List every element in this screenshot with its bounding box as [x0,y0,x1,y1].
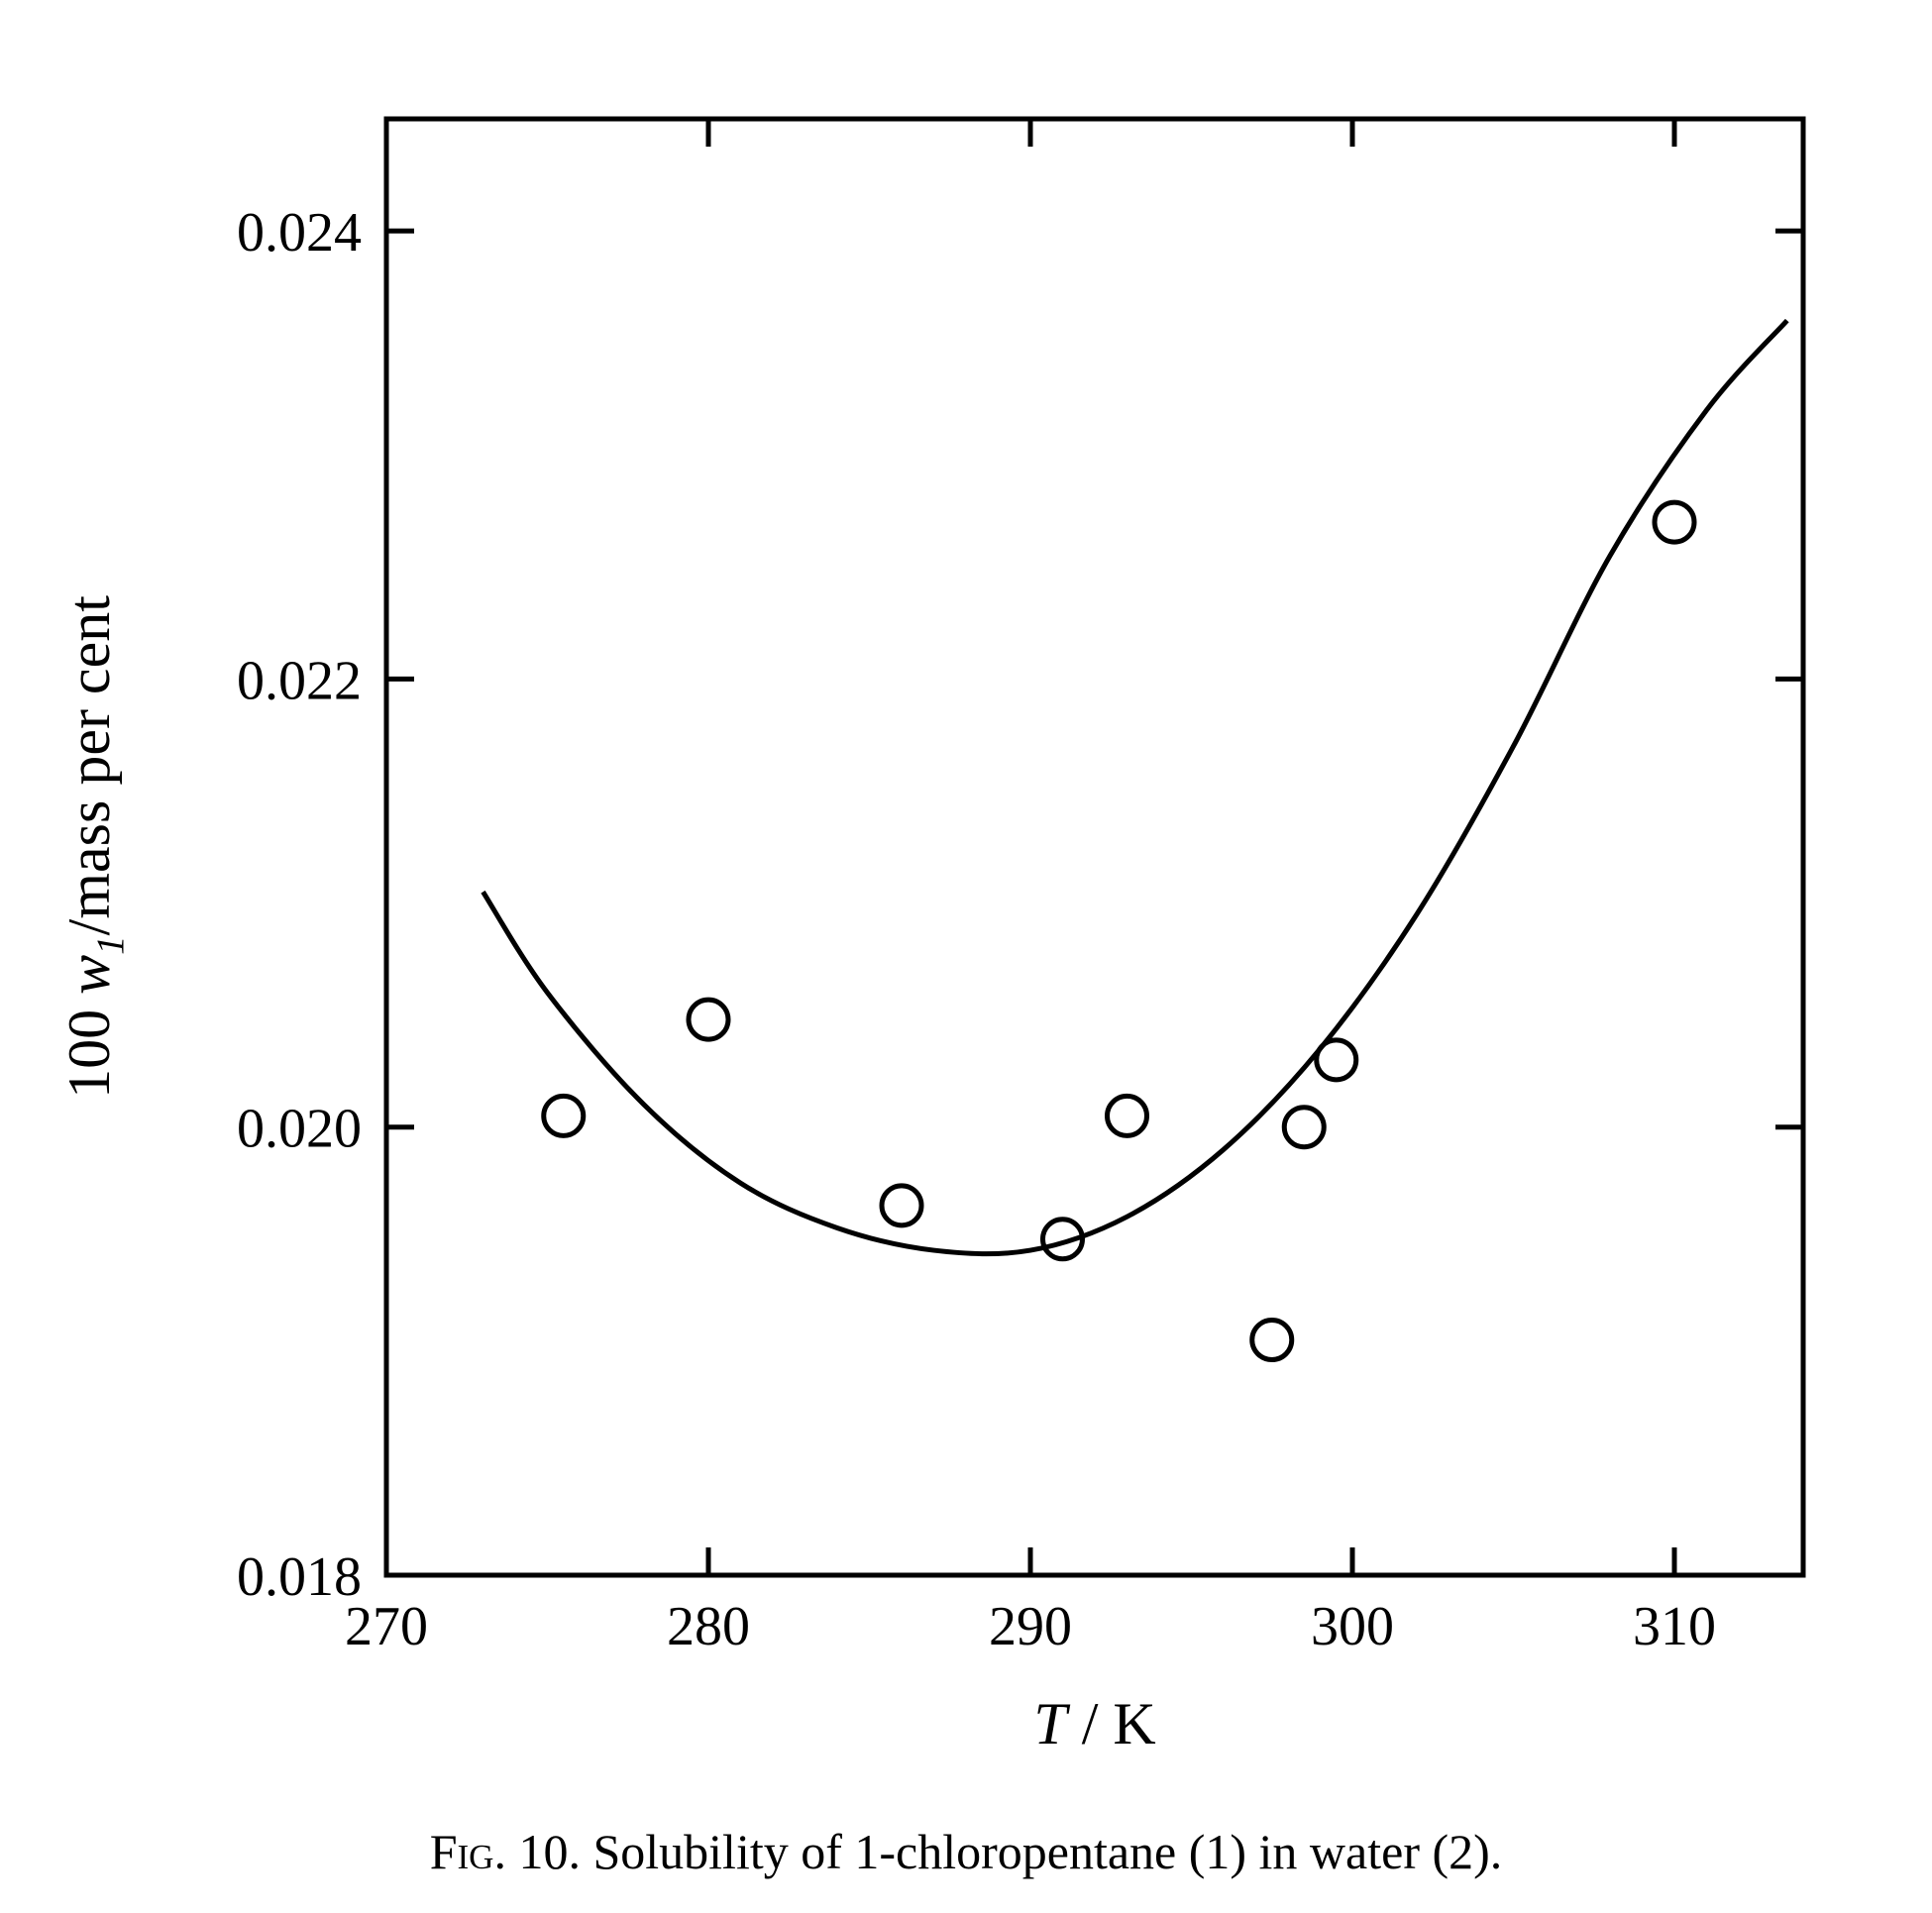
figure-caption: Fig. 10. Solubility of 1-chloropentane (… [0,1823,1932,1880]
y-tick-label: 0.022 [237,650,362,711]
data-point [1284,1108,1324,1147]
x-axis-label: T / K [1033,1691,1155,1756]
data-point [1252,1321,1292,1360]
data-point [1317,1040,1356,1080]
x-tick-label: 290 [989,1596,1072,1657]
plot-frame [386,119,1803,1575]
x-tick-label: 300 [1311,1596,1394,1657]
x-tick-label: 310 [1633,1596,1716,1657]
y-tick-label: 0.018 [237,1546,362,1608]
y-tick-label: 0.020 [237,1099,362,1160]
caption-text: Solubility of 1-chloropentane (1) in wat… [592,1824,1502,1879]
data-point [544,1096,584,1135]
y-tick-label: 0.024 [237,202,362,264]
solubility-chart: 2702802903003100.0180.0200.0220.024T / K… [0,0,1932,1913]
data-point [882,1186,921,1225]
data-point [1108,1096,1147,1135]
data-point [1655,502,1694,542]
x-tick-label: 280 [667,1596,750,1657]
caption-label: Fig. 10. [430,1824,593,1879]
fit-curve [483,321,1787,1254]
y-axis-label: 100 w1/mass per cent [56,595,132,1099]
figure-container: 2702802903003100.0180.0200.0220.024T / K… [0,0,1932,1913]
data-point [689,1000,728,1039]
